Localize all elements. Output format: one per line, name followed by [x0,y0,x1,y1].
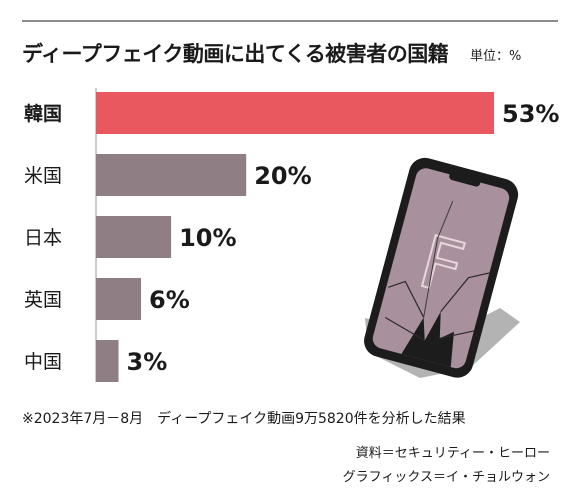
value-label-0: 53% [502,100,559,128]
value-label-3: 6% [149,286,190,314]
value-label-2: 10% [179,224,236,252]
bars-group: 韓国 53% 米国 20% 日本 10% 英国 6% 中国 3% [24,92,559,382]
footnote: ※2023年7月－8月 ディープフェイク動画9万5820件を分析した結果 [22,411,466,427]
bar-1 [96,154,247,196]
category-label-2: 日本 [24,227,62,249]
category-label-3: 英国 [24,289,62,311]
cracked-smartphone-icon: F [364,157,520,378]
bar-chart: 韓国 53% 米国 20% 日本 10% 英国 6% 中国 3% F [24,88,559,382]
category-label-4: 中国 [24,351,62,373]
graphics-credit: グラフィックス＝イ・チョルウォン [342,470,550,485]
bar-3 [96,278,142,320]
bar-2 [96,216,172,258]
unit-label: 単位：% [470,49,522,64]
chart-title: ディープフェイク動画に出てくる被害者の国籍 [22,42,449,66]
category-label-1: 米国 [24,165,62,187]
value-label-1: 20% [254,162,311,190]
bar-4 [96,340,119,382]
category-label-0: 韓国 [24,102,62,125]
value-label-4: 3% [127,348,168,376]
top-divider [22,20,558,22]
bar-0 [96,92,494,134]
source-credit: 資料＝セキュリティー・ヒーロー [355,446,550,461]
